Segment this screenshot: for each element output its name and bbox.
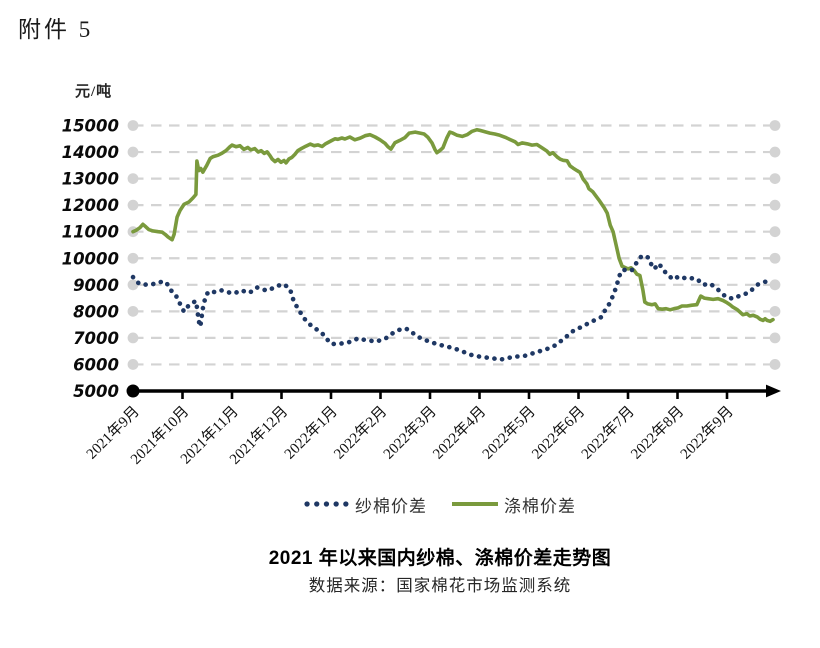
gridline-left-dot (127, 279, 139, 291)
chart-source: 数据来源：国家棉花市场监测系统 (308, 576, 572, 595)
x-tick-label: 2022年3月 (380, 403, 440, 463)
x-tick-label: 2022年4月 (430, 403, 490, 463)
gridline-left-dot (127, 199, 139, 211)
x-tick-label: 2022年9月 (677, 403, 737, 463)
gridline-left-dot (127, 173, 139, 185)
x-tick-label: 2022年6月 (529, 403, 589, 463)
gridline-right-dot (769, 226, 781, 238)
gridline-right-dot (769, 332, 781, 344)
gridline-right-dot (769, 146, 781, 158)
x-tick-label: 2022年8月 (628, 403, 688, 463)
gridline-left-dot (127, 120, 139, 131)
x-tick-label: 2022年5月 (479, 403, 539, 463)
x-tick-label: 2022年2月 (331, 403, 391, 463)
y-tick-label: 8000 (73, 302, 119, 321)
legend-label-yarn-spread: 纱棉价差 (355, 496, 427, 516)
x-axis-arrow (766, 384, 781, 398)
gridline-right-dot (769, 305, 781, 317)
y-axis-unit-label: 元/吨 (75, 82, 112, 100)
y-tick-label: 5000 (73, 382, 119, 401)
y-tick-label: 14000 (62, 143, 119, 162)
legend-item-yarn-spread: 纱棉价差 (304, 492, 427, 517)
gridline-right-dot (769, 252, 781, 264)
gridline-left-dot (127, 359, 139, 370)
y-tick-label: 10000 (62, 249, 119, 268)
y-tick-label: 12000 (62, 196, 119, 215)
y-tick-label: 11000 (62, 223, 119, 242)
legend-label-polyester-spread: 涤棉价差 (504, 496, 576, 516)
polyester-spread-series-line (131, 127, 775, 324)
yarn-spread-dotted-swatch (304, 501, 350, 507)
gridline-left-dot (127, 305, 139, 317)
x-tick-label: 2022年1月 (281, 403, 341, 463)
polyester-spread-line-swatch (452, 502, 498, 506)
y-tick-label: 6000 (73, 355, 119, 374)
x-tick-label: 2022年7月 (578, 403, 638, 463)
gridline-left-dot (127, 332, 139, 344)
y-tick-label: 7000 (73, 329, 119, 348)
legend-item-polyester-spread: 涤棉价差 (451, 492, 576, 517)
y-tick-label: 15000 (62, 117, 119, 136)
y-tick-label: 13000 (62, 170, 119, 189)
gridline-left-dot (127, 252, 139, 264)
gridline-left-dot (127, 146, 139, 158)
y-tick-label: 9000 (73, 276, 119, 295)
chart-legend: 纱棉价差 涤棉价差 (60, 492, 820, 516)
chart-title: 2021 年以来国内纱棉、涤棉价差走势图 (268, 548, 612, 569)
yarn-spread-series-dots (130, 253, 772, 363)
x-axis-origin-dot (126, 384, 140, 398)
gridline-right-dot (769, 120, 781, 131)
gridline-right-dot (769, 173, 781, 185)
gridline-right-dot (769, 279, 781, 291)
attachment-label: 附件 5 (18, 17, 94, 42)
gridline-right-dot (769, 359, 781, 370)
gridline-right-dot (769, 199, 781, 211)
